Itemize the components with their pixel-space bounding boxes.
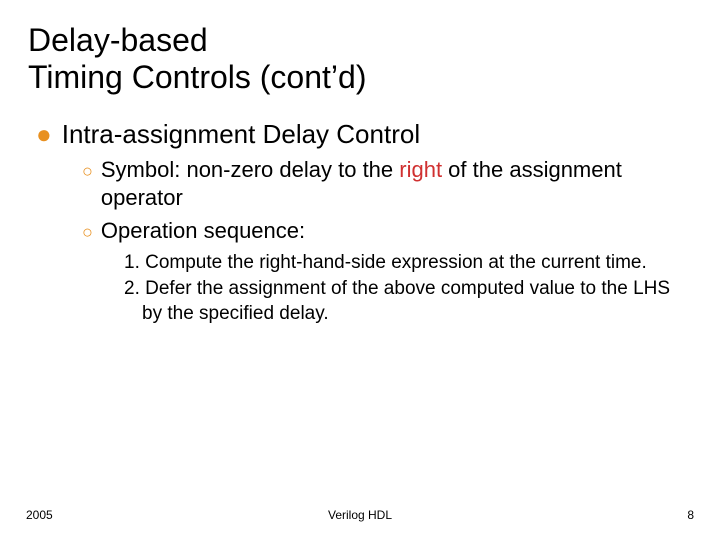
circle-bullet-icon: ○ bbox=[82, 160, 93, 183]
bullet-level-2-operation: ○ Operation sequence: bbox=[82, 217, 692, 245]
l2-symbol-text: Symbol: non-zero delay to the right of t… bbox=[101, 156, 661, 211]
footer-page-number: 8 bbox=[687, 508, 694, 522]
slide-content: ● Intra-assignment Delay Control ○ Symbo… bbox=[28, 118, 692, 327]
title-line-1: Delay-based bbox=[28, 22, 692, 59]
slide: Delay-based Timing Controls (cont’d) ● I… bbox=[0, 0, 720, 540]
numbered-list: 1. Compute the right-hand-side expressio… bbox=[124, 251, 684, 327]
bullet-level-1: ● Intra-assignment Delay Control bbox=[36, 118, 692, 151]
disc-bullet-icon: ● bbox=[36, 121, 52, 147]
footer-title: Verilog HDL bbox=[328, 508, 392, 522]
l2-operation-text: Operation sequence: bbox=[101, 217, 305, 245]
circle-bullet-icon: ○ bbox=[82, 221, 93, 244]
num-item-2: 2. Defer the assignment of the above com… bbox=[124, 277, 684, 326]
slide-title: Delay-based Timing Controls (cont’d) bbox=[28, 22, 692, 96]
footer-year: 2005 bbox=[26, 508, 53, 522]
bullet-level-2-symbol: ○ Symbol: non-zero delay to the right of… bbox=[82, 156, 692, 211]
l1-text: Intra-assignment Delay Control bbox=[62, 118, 420, 151]
num-item-1: 1. Compute the right-hand-side expressio… bbox=[124, 251, 684, 276]
l2-symbol-highlight: right bbox=[399, 157, 442, 182]
slide-footer: 2005 Verilog HDL 8 bbox=[0, 508, 720, 522]
l2-symbol-pre: Symbol: non-zero delay to the bbox=[101, 157, 399, 182]
title-line-2: Timing Controls (cont’d) bbox=[28, 59, 692, 96]
